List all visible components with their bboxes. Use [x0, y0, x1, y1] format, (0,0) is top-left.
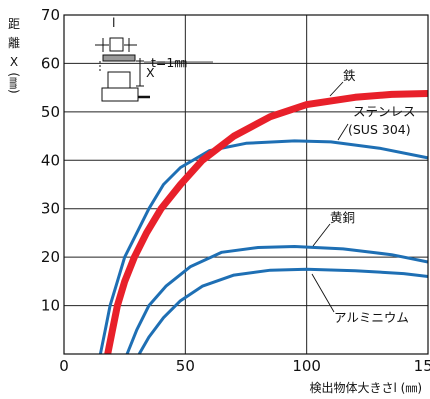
- y-tick-label: 40: [41, 151, 60, 169]
- y-tick-label: 30: [41, 200, 60, 218]
- thickness-label: t=1㎜: [151, 55, 187, 70]
- y-axis-label-char: X: [10, 55, 18, 69]
- tick-labels: 10 20 30 40 50 60 70 0 50 100 150: [41, 6, 430, 375]
- series-leader-brass: [312, 223, 331, 247]
- series-label-stainless: ステンレス: [353, 104, 416, 119]
- x-tick-label: 50: [176, 357, 195, 375]
- sensor-head: [107, 71, 131, 89]
- y-axis-label-char: (㎜): [7, 72, 21, 93]
- target-object: [109, 37, 124, 52]
- x-axis-label: 検出物体大きさl (㎜): [309, 381, 422, 395]
- x-tick-label: 150: [414, 357, 430, 375]
- series-leader-aluminum: [311, 273, 335, 313]
- y-tick-label: 50: [41, 103, 60, 121]
- y-axis-label-char: 距: [8, 17, 20, 31]
- y-tick-label: 20: [41, 248, 60, 266]
- plot-frame: [63, 14, 429, 355]
- y-tick-label: 60: [41, 54, 60, 72]
- x-tick-label: 0: [59, 357, 69, 375]
- y-axis-label-char: 離: [8, 36, 20, 50]
- y-axis-label: 距 離 X (㎜): [7, 17, 21, 94]
- y-tick-label: 70: [41, 6, 60, 24]
- series-label-iron: 鉄: [343, 68, 356, 83]
- y-tick-label: 10: [41, 297, 60, 315]
- inset-dimension-symbol: X: [146, 65, 155, 80]
- series-line: [98, 139, 429, 355]
- x-tick-label: 100: [292, 357, 321, 375]
- series-line: [104, 90, 429, 355]
- sensor-body: [101, 87, 139, 102]
- series-label-brass: 黄銅: [330, 210, 355, 225]
- series-label-stainless-line2: (SUS 304): [348, 122, 411, 137]
- series-line: [125, 245, 429, 355]
- series-layer: [98, 90, 429, 355]
- series-leader-iron: [329, 81, 344, 97]
- inset-dimension-symbol: l: [112, 15, 115, 30]
- sensor-diagram: [95, 37, 150, 102]
- series-label-aluminum: アルミニウム: [334, 310, 409, 325]
- series-line: [137, 267, 429, 355]
- target-plate: [102, 54, 136, 62]
- series-leader-stainless: [337, 123, 349, 141]
